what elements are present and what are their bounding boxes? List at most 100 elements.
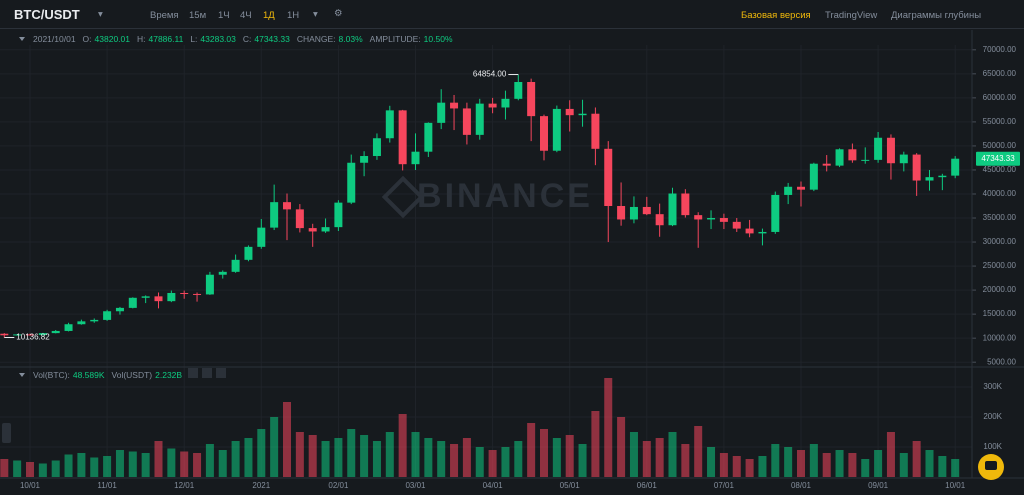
candle-body (283, 202, 291, 210)
volume-bar (295, 432, 304, 477)
volume-bar (540, 429, 548, 477)
interval[interactable]: 15м (189, 10, 207, 21)
candle-body (540, 116, 548, 151)
volume-bar (527, 423, 536, 477)
volume-bar (925, 450, 934, 477)
candle-body (617, 206, 626, 220)
volume-bar (347, 429, 356, 477)
y-tick-label: 70000.00 (983, 45, 1017, 54)
candle-body (141, 296, 150, 298)
candle-body (629, 206, 638, 220)
candle-body (64, 324, 73, 331)
volume-bar (103, 456, 112, 477)
volume-bar (668, 432, 677, 477)
last-price: 47343.33 (981, 154, 1015, 163)
volume-bar (13, 460, 22, 477)
candle-body (784, 186, 793, 195)
interval[interactable]: 4Ч (240, 10, 252, 21)
candle-body (347, 162, 356, 203)
interval[interactable]: 1Ч (218, 10, 230, 21)
volume-bar (938, 456, 947, 477)
label: H: (136, 34, 146, 44)
value: 2.232B (155, 370, 183, 380)
x-tick-label: 04/01 (483, 481, 504, 490)
dropdown-icon[interactable]: ▾ (98, 9, 103, 20)
volume-bar (681, 444, 690, 477)
label: Vol(USDT) (111, 370, 153, 380)
x-tick-label: 09/01 (868, 481, 889, 490)
x-tick-label: 03/01 (405, 481, 426, 490)
x-tick-label: 12/01 (174, 481, 195, 490)
candle-body (552, 108, 561, 151)
volume-bar (26, 462, 34, 477)
candle-body (745, 228, 754, 234)
volume-bar (398, 414, 407, 477)
volume-bar (360, 435, 369, 477)
collapse-icon[interactable] (19, 373, 25, 377)
volume-bar (604, 378, 613, 477)
vol-btn[interactable] (188, 368, 198, 378)
volume-bar (809, 444, 818, 477)
candle-body (450, 102, 459, 109)
candle-body (334, 202, 343, 228)
volume-bar (642, 441, 651, 477)
y-tick-label: 300K (983, 382, 1002, 391)
candle-body (244, 246, 253, 260)
view-active[interactable]: Базовая версия (741, 10, 811, 21)
side-tab[interactable] (2, 423, 11, 443)
volume-bar (257, 429, 266, 477)
x-tick-label: 08/01 (791, 481, 812, 490)
candle-body (193, 293, 202, 295)
volume-bar (77, 453, 86, 477)
volume-bar (912, 441, 921, 477)
candle-body (809, 163, 818, 190)
interval[interactable]: Время (150, 10, 179, 21)
volume-bar (437, 441, 446, 477)
volume-bar (874, 450, 883, 477)
volume-bar (951, 459, 960, 477)
settings-icon[interactable]: ⚙ (334, 8, 343, 19)
volume-bar (115, 450, 124, 477)
y-tick-label: 20000.00 (983, 285, 1017, 294)
collapse-icon[interactable] (19, 37, 25, 41)
candle-body (514, 82, 523, 99)
candle-body (565, 108, 574, 116)
value: 47343.33 (254, 34, 290, 44)
volume-bar (861, 459, 870, 477)
watermark-logo (381, 175, 425, 219)
volume-bar (462, 438, 471, 477)
volume-bar (231, 441, 240, 477)
volume-bar (90, 457, 99, 477)
candle-body (167, 292, 176, 302)
candle-body (861, 159, 870, 161)
value: 43283.03 (200, 34, 236, 44)
volume-bar (629, 432, 638, 477)
x-tick-label: 02/01 (328, 481, 349, 490)
volume-bar (732, 456, 741, 477)
vol-btn[interactable] (216, 368, 226, 378)
interval[interactable]: 1Н (287, 10, 300, 21)
volume-bar (450, 444, 459, 477)
candle-body (874, 137, 883, 160)
label: CHANGE: (296, 34, 336, 44)
volume-bar (424, 438, 433, 477)
y-tick-label: 200K (983, 412, 1002, 421)
vol-btn[interactable] (202, 368, 212, 378)
dropdown-icon[interactable]: ▾ (313, 9, 318, 20)
y-tick-label: 30000.00 (983, 237, 1017, 246)
toolbar: BTC/USDT ▾ Время 15м 1Ч 4Ч 1Д 1Н ▾ ⚙ Баз… (0, 0, 1024, 29)
candle-body (115, 307, 124, 312)
volume-bar (64, 454, 73, 477)
candle-body (591, 113, 600, 149)
interval-active[interactable]: 1Д (263, 10, 275, 21)
volume-bar (745, 459, 754, 477)
candle-body (771, 194, 780, 232)
candle-body (295, 209, 304, 229)
view[interactable]: TradingView (825, 10, 878, 21)
view[interactable]: Диаграммы глубины (891, 10, 982, 21)
candle-body (527, 82, 536, 117)
volume-bar (167, 448, 176, 477)
y-tick-label: 100K (983, 442, 1002, 451)
last-price-tag (976, 151, 1020, 166)
symbol[interactable]: BTC/USDT (14, 7, 80, 22)
